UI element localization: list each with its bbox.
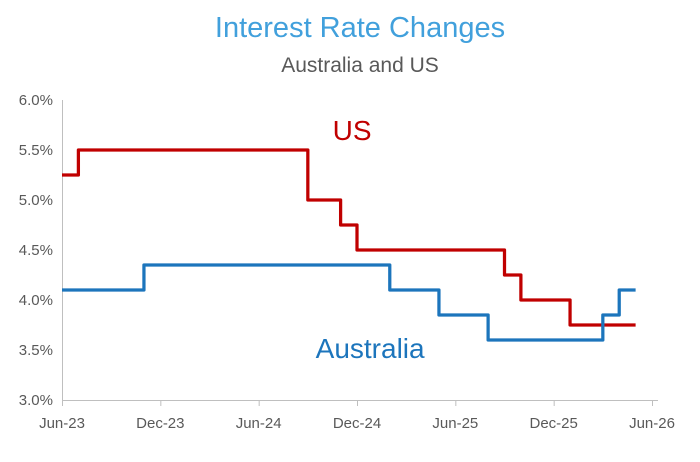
australia-line xyxy=(62,263,636,342)
chart-subtitle: Australia and US xyxy=(281,54,439,77)
australia-series-label: Australia xyxy=(316,333,425,364)
y-axis-tick-label: 4.0% xyxy=(19,292,53,309)
x-axis-tick-label: Jun-25 xyxy=(432,415,478,432)
us-line xyxy=(62,148,636,327)
y-axis-tick-label: 3.5% xyxy=(19,342,53,359)
x-axis-tick-label: Dec-24 xyxy=(333,415,381,432)
x-axis-tick-label: Jun-23 xyxy=(39,415,85,432)
y-axis-tick-label: 5.0% xyxy=(19,192,53,209)
x-axis-tick-label: Jun-26 xyxy=(629,415,675,432)
x-axis-tick-label: Dec-23 xyxy=(136,415,184,432)
y-axis-tick-label: 5.5% xyxy=(19,142,53,159)
y-axis-tick-label: 4.5% xyxy=(19,242,53,259)
us-series-label: US xyxy=(333,115,372,146)
chart-title: Interest Rate Changes xyxy=(214,12,506,44)
y-axis-tick-label: 3.0% xyxy=(19,392,53,409)
x-axis-tick-label: Dec-25 xyxy=(529,415,577,432)
y-axis-tick-label: 6.0% xyxy=(19,92,53,109)
x-axis-tick-label: Jun-24 xyxy=(236,415,282,432)
